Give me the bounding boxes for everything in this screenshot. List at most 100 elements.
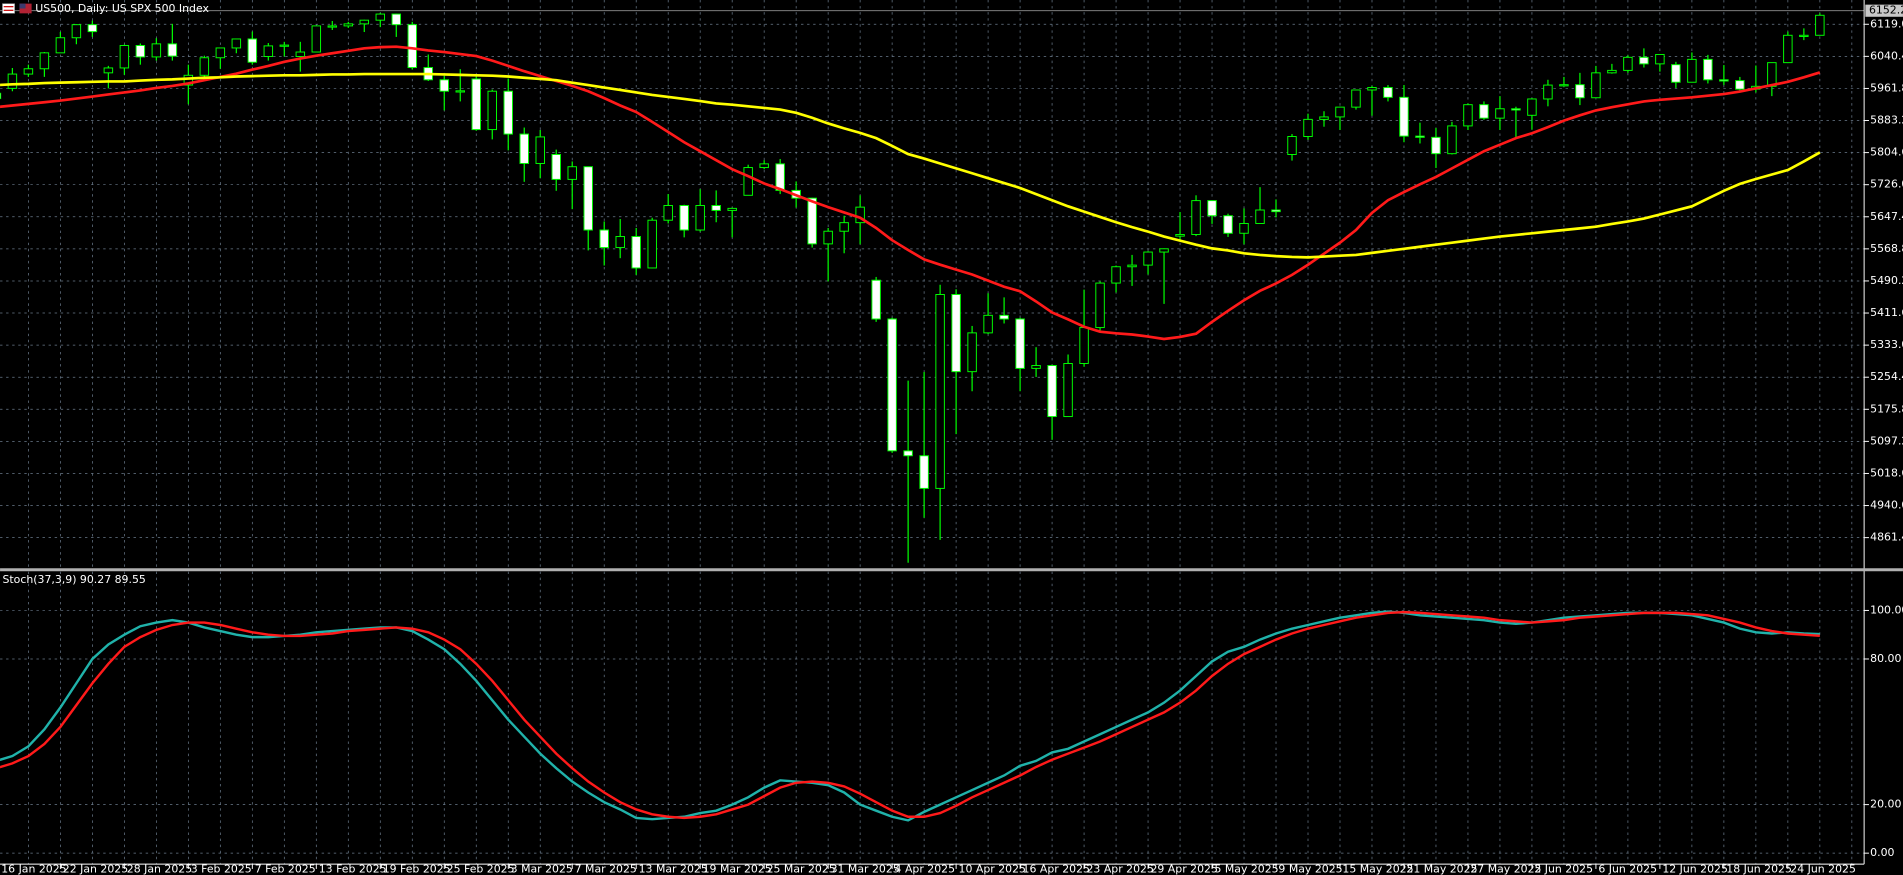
stoch-panel bbox=[0, 610, 1820, 822]
symbol-header: US500, Daily: US SPX 500 Index bbox=[2, 2, 209, 15]
candle-body bbox=[1479, 104, 1489, 119]
y-tick-label: 5726.0 bbox=[1870, 178, 1903, 191]
candle-body bbox=[903, 450, 913, 457]
candle-body bbox=[1639, 56, 1649, 65]
candle-body bbox=[759, 163, 769, 169]
candle-body bbox=[1095, 282, 1105, 329]
candle-body bbox=[455, 90, 465, 93]
candle-body bbox=[1607, 69, 1617, 74]
candle-body bbox=[1623, 56, 1633, 71]
y-tick-label: 20.00 bbox=[1870, 798, 1901, 811]
x-tick-label: 16 Apr 2025 bbox=[1023, 863, 1090, 875]
candle-body bbox=[1383, 87, 1393, 98]
candle-body bbox=[727, 207, 737, 211]
candle-body bbox=[103, 67, 114, 74]
candle-body bbox=[407, 24, 418, 69]
candle-body bbox=[647, 219, 657, 269]
candle-body bbox=[567, 166, 577, 180]
candle-body bbox=[855, 206, 865, 224]
y-tick-label: 5333.0 bbox=[1870, 338, 1903, 351]
candle-body bbox=[375, 13, 386, 21]
candle-body bbox=[631, 236, 641, 269]
x-tick-label: 7 Mar 2025 bbox=[575, 863, 637, 875]
candle-body bbox=[1111, 266, 1121, 284]
menu-icon bbox=[2, 3, 15, 14]
x-tick-label: 4 Apr 2025 bbox=[895, 863, 956, 875]
x-tick-label: 29 Apr 2025 bbox=[1150, 863, 1217, 875]
candle-body bbox=[1463, 104, 1473, 127]
candle-body bbox=[23, 68, 34, 75]
candle-body bbox=[167, 43, 178, 57]
x-tick-label: 31 Mar 2025 bbox=[831, 863, 900, 875]
candle-body bbox=[1399, 96, 1409, 137]
candle-body bbox=[1319, 116, 1329, 120]
candle-body bbox=[1575, 84, 1585, 99]
candle-body bbox=[1031, 365, 1041, 369]
y-tick-label: 4940.0 bbox=[1870, 499, 1903, 512]
candle-body bbox=[823, 230, 833, 245]
candle-body bbox=[1239, 222, 1249, 234]
candle-body bbox=[1591, 72, 1601, 99]
candle-body bbox=[1511, 108, 1521, 111]
x-tick-label: 13 Mar 2025 bbox=[639, 863, 708, 875]
x-tick-label: 3 Mar 2025 bbox=[511, 863, 573, 875]
candle-body bbox=[839, 222, 849, 232]
x-tick-label: 12 Jun 2025 bbox=[1662, 863, 1728, 875]
candle-body bbox=[1175, 234, 1185, 237]
candle-body bbox=[743, 167, 753, 196]
candle-body bbox=[327, 25, 338, 28]
candle-body bbox=[1351, 89, 1361, 108]
y-tick-label: 5961.8 bbox=[1870, 81, 1903, 94]
candle-body bbox=[311, 25, 322, 53]
candle-body bbox=[215, 47, 226, 59]
candle-body bbox=[487, 90, 497, 131]
candle-body bbox=[1655, 53, 1665, 65]
candle-body bbox=[87, 24, 98, 33]
flag-canton bbox=[19, 3, 26, 9]
x-tick-label: 3 Feb 2025 bbox=[191, 863, 252, 875]
x-tick-label: 18 Jun 2025 bbox=[1726, 863, 1792, 875]
candle-body bbox=[951, 294, 961, 373]
candle-body bbox=[263, 45, 274, 58]
candle-body bbox=[1255, 209, 1265, 224]
x-tick-label: 7 Feb 2025 bbox=[255, 863, 316, 875]
candle-body bbox=[7, 73, 18, 89]
chart-title: US500, Daily: US SPX 500 Index bbox=[35, 2, 209, 15]
candle-body bbox=[999, 314, 1009, 320]
x-tick-label: 19 Feb 2025 bbox=[383, 863, 451, 875]
y-tick-label: 5254.4 bbox=[1870, 370, 1903, 383]
candle-body bbox=[1735, 80, 1745, 90]
x-tick-label: 19 Mar 2025 bbox=[703, 863, 772, 875]
candle-body bbox=[1079, 327, 1089, 364]
candle-body bbox=[535, 136, 545, 164]
candle-body bbox=[1127, 264, 1137, 268]
candle-body bbox=[1543, 84, 1553, 100]
y-tick-label: 6119.0 bbox=[1870, 17, 1903, 30]
stoch-grid bbox=[0, 571, 1865, 865]
y-tick-label: 5097.2 bbox=[1870, 434, 1903, 447]
x-tick-label: 10 Apr 2025 bbox=[959, 863, 1026, 875]
candle-body bbox=[279, 44, 290, 47]
candle-body bbox=[183, 74, 194, 86]
x-tick-label: 22 Jan 2025 bbox=[63, 863, 128, 875]
candle-body bbox=[583, 166, 593, 231]
candle-body bbox=[151, 43, 162, 58]
y-tick-label: 80.00 bbox=[1870, 652, 1901, 665]
candle-body bbox=[471, 78, 481, 131]
candle-body bbox=[807, 197, 817, 245]
candle-body bbox=[1335, 106, 1345, 118]
main-grid bbox=[0, 0, 1865, 568]
candle-body bbox=[663, 205, 673, 221]
candle-body bbox=[1207, 200, 1217, 217]
candle-body bbox=[0, 92, 2, 100]
candle-body bbox=[1447, 125, 1457, 155]
y-tick-label: 5804.6 bbox=[1870, 146, 1903, 159]
candle-body bbox=[391, 13, 402, 26]
candle-body bbox=[1799, 34, 1809, 37]
candle-body bbox=[39, 52, 50, 70]
candle-body bbox=[887, 318, 897, 452]
x-tick-label: 13 Feb 2025 bbox=[319, 863, 387, 875]
